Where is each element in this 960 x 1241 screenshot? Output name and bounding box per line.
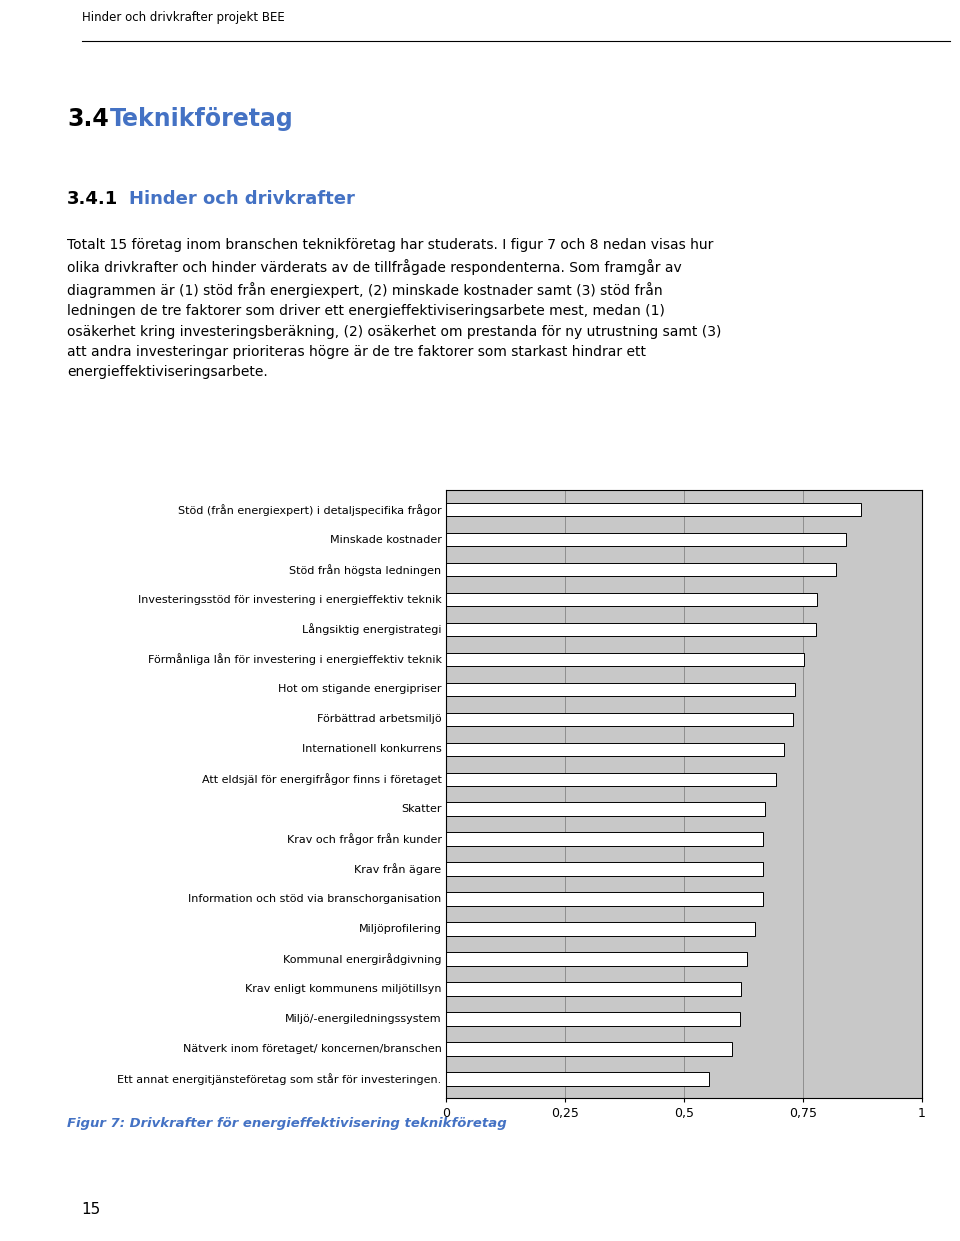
Text: Stöd från högsta ledningen: Stöd från högsta ledningen [290, 563, 442, 576]
Bar [446, 653, 804, 666]
Bar [446, 563, 836, 576]
Bar [446, 803, 765, 817]
Text: Kommunal energirådgivning: Kommunal energirådgivning [283, 953, 442, 965]
Text: Stöd (från energiexpert) i detaljspecifika frågor: Stöd (från energiexpert) i detaljspecifi… [178, 504, 442, 515]
Bar [446, 593, 817, 607]
Text: 3.4: 3.4 [67, 107, 108, 130]
Bar [446, 1013, 740, 1025]
Text: Internationell konkurrens: Internationell konkurrens [301, 745, 442, 755]
Bar [446, 1042, 732, 1056]
Text: Skatter: Skatter [401, 804, 442, 814]
Text: Hinder och drivkrafter projekt BEE: Hinder och drivkrafter projekt BEE [82, 11, 284, 25]
Bar [446, 623, 816, 637]
Bar [446, 892, 763, 906]
Text: Långsiktig energistrategi: Långsiktig energistrategi [302, 623, 442, 635]
Bar [446, 982, 741, 995]
Bar [446, 862, 763, 876]
Bar [446, 683, 795, 696]
Bar [446, 532, 846, 546]
Text: Totalt 15 företag inom branschen teknikföretag har studerats. I figur 7 och 8 ne: Totalt 15 företag inom branschen teknikf… [67, 238, 722, 379]
Bar [446, 772, 776, 786]
Text: Nätverk inom företaget/ koncernen/branschen: Nätverk inom företaget/ koncernen/bransc… [182, 1044, 442, 1054]
Text: Miljö/-energiledningssystem: Miljö/-energiledningssystem [285, 1014, 442, 1024]
Text: Information och stöd via branschorganisation: Information och stöd via branschorganisa… [188, 894, 442, 905]
Text: Teknikföretag: Teknikföretag [110, 107, 294, 130]
Text: 15: 15 [82, 1203, 101, 1217]
Text: Krav från ägare: Krav från ägare [354, 864, 442, 875]
Bar [446, 503, 861, 516]
Text: Ett annat energitjänsteföretag som står för investeringen.: Ett annat energitjänsteföretag som står … [117, 1073, 442, 1085]
Bar [446, 952, 747, 965]
Text: Förmånliga lån för investering i energieffektiv teknik: Förmånliga lån för investering i energie… [148, 654, 442, 665]
Text: Att eldsjäl för energifrågor finns i företaget: Att eldsjäl för energifrågor finns i för… [202, 773, 442, 786]
Text: Krav enligt kommunens miljötillsyn: Krav enligt kommunens miljötillsyn [245, 984, 442, 994]
Text: Investeringsstöd för investering i energieffektiv teknik: Investeringsstöd för investering i energ… [138, 594, 442, 604]
Bar [446, 742, 783, 756]
Text: Minskade kostnader: Minskade kostnader [329, 535, 442, 545]
Text: Figur 7: Drivkrafter för energieffektivisering teknikföretag: Figur 7: Drivkrafter för energieffektivi… [67, 1117, 507, 1129]
Text: 3.4.1: 3.4.1 [67, 190, 118, 208]
Text: Miljöprofilering: Miljöprofilering [359, 925, 442, 934]
Text: Förbättrad arbetsmiljö: Förbättrad arbetsmiljö [317, 715, 442, 725]
Text: Hinder och drivkrafter: Hinder och drivkrafter [129, 190, 355, 208]
Text: Hot om stigande energipriser: Hot om stigande energipriser [278, 684, 442, 695]
Text: Krav och frågor från kunder: Krav och frågor från kunder [287, 833, 442, 845]
Bar [446, 922, 756, 936]
Bar [446, 712, 793, 726]
Bar [446, 833, 763, 846]
Bar [446, 1072, 709, 1086]
